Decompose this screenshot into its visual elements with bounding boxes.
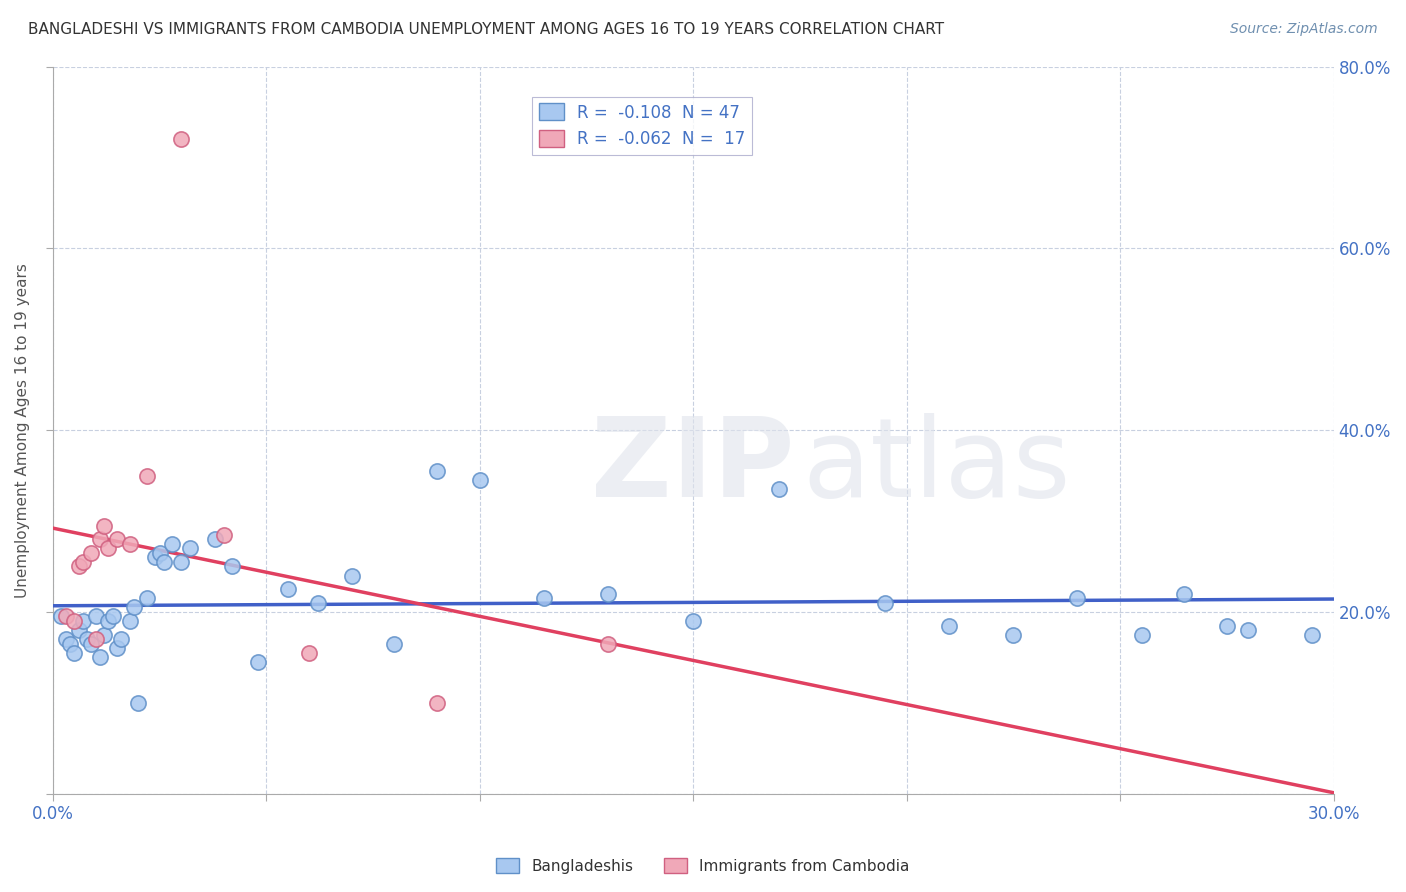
Point [149, 546, 172, 560]
Legend: R =  -0.108  N = 47, R =  -0.062  N =  17: R = -0.108 N = 47, R = -0.062 N = 17 [531, 96, 752, 154]
Point [76, 632, 98, 647]
Point [221, 559, 243, 574]
Point [80, 546, 103, 560]
Text: ZIP: ZIP [591, 413, 794, 520]
Point [596, 637, 619, 651]
Point [682, 614, 704, 628]
Point [1130, 627, 1153, 641]
Point [63, 614, 86, 628]
Point [105, 641, 128, 656]
Point [307, 596, 329, 610]
Point [67, 623, 90, 637]
Point [170, 555, 193, 569]
Point [204, 532, 226, 546]
Point [162, 537, 184, 551]
Point [89, 650, 111, 665]
Point [59, 637, 82, 651]
Point [153, 555, 176, 569]
Point [1216, 618, 1239, 632]
Point [426, 464, 449, 478]
Point [1002, 627, 1025, 641]
Point [170, 132, 193, 146]
Point [72, 555, 94, 569]
Point [384, 637, 406, 651]
Legend: Bangladeshis, Immigrants from Cambodia: Bangladeshis, Immigrants from Cambodia [491, 852, 915, 880]
Point [93, 518, 115, 533]
Point [110, 632, 132, 647]
Point [468, 473, 491, 487]
Point [1173, 587, 1195, 601]
Point [55, 632, 77, 647]
Point [1301, 627, 1323, 641]
Point [55, 609, 77, 624]
Point [212, 527, 235, 541]
Point [135, 591, 157, 606]
Point [89, 532, 111, 546]
Point [51, 609, 73, 624]
Point [1237, 623, 1260, 637]
Point [105, 532, 128, 546]
Y-axis label: Unemployment Among Ages 16 to 19 years: Unemployment Among Ages 16 to 19 years [15, 263, 30, 598]
Point [135, 468, 157, 483]
Text: atlas: atlas [803, 413, 1070, 520]
Point [768, 482, 790, 496]
Point [63, 646, 86, 660]
Point [246, 655, 269, 669]
Point [84, 632, 107, 647]
Point [938, 618, 960, 632]
Point [145, 550, 167, 565]
Point [67, 559, 90, 574]
Point [118, 614, 141, 628]
Point [97, 614, 120, 628]
Text: Source: ZipAtlas.com: Source: ZipAtlas.com [1230, 22, 1378, 37]
Point [127, 696, 149, 710]
Point [1066, 591, 1088, 606]
Point [875, 596, 897, 610]
Point [80, 637, 103, 651]
Point [72, 614, 94, 628]
Point [118, 537, 141, 551]
Text: BANGLADESHI VS IMMIGRANTS FROM CAMBODIA UNEMPLOYMENT AMONG AGES 16 TO 19 YEARS C: BANGLADESHI VS IMMIGRANTS FROM CAMBODIA … [28, 22, 945, 37]
Point [298, 646, 321, 660]
Point [533, 591, 555, 606]
Point [426, 696, 449, 710]
Point [277, 582, 299, 597]
Point [101, 609, 124, 624]
Point [84, 609, 107, 624]
Point [340, 568, 363, 582]
Point [93, 627, 115, 641]
Point [97, 541, 120, 556]
Point [179, 541, 201, 556]
Point [122, 600, 145, 615]
Point [596, 587, 619, 601]
